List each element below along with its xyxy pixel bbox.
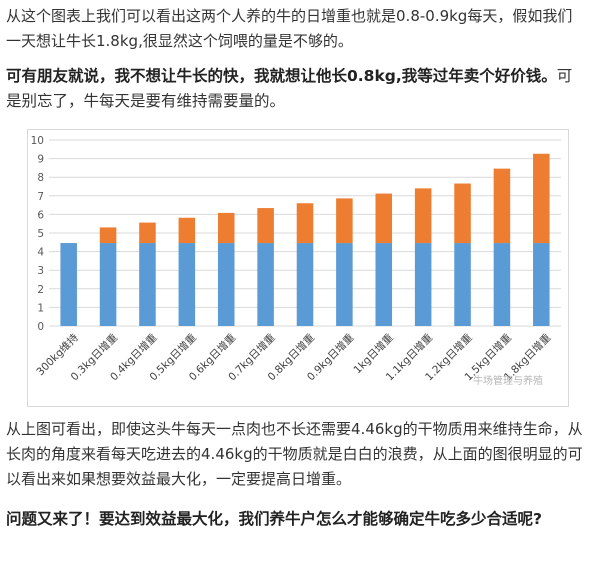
bar-maintenance: [99, 243, 117, 326]
y-tick-label: 5: [37, 228, 44, 240]
y-tick-label: 6: [37, 209, 44, 221]
bar-maintenance: [375, 243, 393, 326]
bar-gain: [257, 208, 274, 244]
bar-gain: [336, 198, 353, 244]
y-tick-label: 1: [37, 302, 44, 314]
bar-maintenance: [257, 243, 274, 326]
bar-gain: [139, 222, 156, 244]
bar-gain: [296, 203, 314, 244]
bar-gain: [533, 153, 550, 244]
friend-quote-paragraph: 可有朋友就说，我不想让牛长的快，我就想让他长0.8kg,我等过年卖个好价钱。可是…: [6, 64, 584, 114]
bar-maintenance: [217, 243, 235, 326]
y-tick-label: 2: [37, 284, 44, 296]
y-tick-label: 9: [37, 154, 44, 166]
y-tick-label: 8: [37, 172, 44, 184]
friend-quote-normal: 可是别忘了，牛每天是要有维持需要量的。: [6, 67, 573, 110]
bar-maintenance: [493, 243, 511, 326]
intro-paragraph: 从这个图表上我们可以看出这两个人养的牛的日增重也就是0.8-0.9kg每天，假如…: [6, 7, 573, 50]
bar-maintenance: [60, 243, 77, 326]
bar-maintenance: [533, 243, 550, 326]
y-tick-label: 3: [37, 265, 44, 277]
friend-quote-bold: 可有朋友就说，我不想让牛长的快，我就想让他长0.8kg,我等过年卖个好价钱。: [6, 67, 557, 85]
y-tick-label: 10: [31, 135, 44, 147]
y-tick-label: 0: [37, 321, 44, 333]
dry-matter-chart: 0 1 2 3 4 5 6 7 8 9 10 300kg维持 0.3kg日增重 0.4kg日增重 0.5kg…: [27, 129, 569, 407]
bar-maintenance: [139, 243, 156, 326]
analysis-paragraph: 从上图可看出，即使这头牛每天一点肉也不长还需要4.46kg的干物质用来维持生命，…: [6, 420, 583, 488]
watermark-text: 牛场管理与养殖: [473, 376, 543, 387]
y-tick-label: 4: [37, 247, 44, 259]
bar-maintenance: [296, 243, 314, 326]
bar-gain: [414, 188, 432, 244]
question-paragraph: 问题又来了！要达到效益最大化，我们养牛户怎么才能够确定牛吃多少合适呢?: [6, 510, 542, 528]
chart-svg: 012345678910300kg维持0.3kg日增重0.4kg日增重0.5kg…: [31, 135, 561, 383]
bar-maintenance: [178, 243, 196, 326]
bar-gain: [454, 183, 471, 244]
bar-maintenance: [336, 243, 353, 326]
bar-gain: [493, 168, 511, 244]
bar-maintenance: [454, 243, 471, 326]
y-tick-label: 7: [37, 191, 44, 203]
bar-gain: [217, 212, 235, 244]
bar-gain: [375, 193, 393, 244]
bar-gain: [99, 227, 117, 244]
bar-maintenance: [414, 243, 432, 326]
bar-gain: [178, 217, 196, 244]
